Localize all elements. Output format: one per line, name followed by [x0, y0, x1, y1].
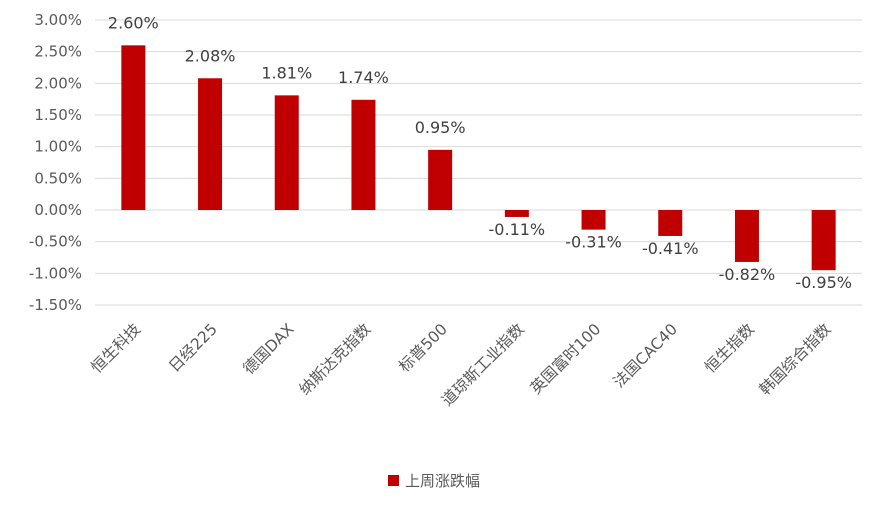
bar: [734, 210, 759, 262]
y-tick-label: 2.50%: [34, 43, 82, 61]
data-label: 0.95%: [415, 118, 466, 137]
x-category-label: 道琼斯工业指数: [438, 320, 528, 410]
y-tick-label: 0.00%: [34, 201, 82, 219]
data-label: -0.31%: [565, 233, 622, 252]
data-label: 1.74%: [338, 68, 389, 87]
data-label: 1.81%: [261, 63, 312, 82]
y-tick-label: -0.50%: [29, 233, 82, 251]
legend-label: 上周涨跌幅: [405, 472, 480, 490]
gridlines: [95, 19, 862, 306]
bar: [811, 210, 836, 271]
x-category-label: 纳斯达克指数: [296, 320, 375, 399]
y-tick-label: -1.00%: [29, 264, 82, 282]
x-category-label: 德国DAX: [240, 320, 298, 378]
data-label: -0.95%: [795, 273, 852, 292]
x-category-label: 恒生科技: [88, 320, 145, 377]
bar: [428, 149, 453, 210]
bar: [121, 45, 146, 211]
bar: [658, 210, 683, 236]
data-label: 2.08%: [185, 46, 236, 65]
bar: [274, 95, 299, 210]
y-tick-label: 3.00%: [34, 11, 82, 29]
data-label: 2.60%: [108, 13, 159, 32]
data-labels: 2.60% 2.08% 1.81% 1.74% 0.95% -0.11% -0.31% -0.…: [108, 13, 852, 292]
y-tick-label: 0.50%: [34, 169, 82, 187]
y-tick-label: -1.50%: [29, 296, 82, 314]
legend: 上周涨跌幅: [388, 472, 480, 490]
x-category-label: 英国富时100: [527, 320, 604, 397]
x-category-label: 恒生指数: [701, 320, 758, 377]
bar: [504, 210, 529, 217]
bar: [351, 99, 376, 210]
data-label: -0.41%: [642, 239, 699, 258]
data-label: -0.11%: [489, 220, 546, 239]
y-axis-tick-labels: 3.00% 2.50% 2.00% 1.50% 1.00% 0.50% 0.00% -0.50…: [29, 11, 82, 314]
bars: [121, 45, 836, 271]
x-category-label: 法国CAC40: [610, 320, 681, 391]
x-category-label: 韩国综合指数: [756, 320, 835, 399]
y-tick-label: 1.00%: [34, 138, 82, 156]
legend-swatch: [388, 475, 399, 486]
x-category-label: 标普500: [395, 320, 451, 376]
bar: [581, 210, 606, 230]
data-label: -0.82%: [719, 265, 776, 284]
x-category-label: 日经225: [165, 320, 221, 376]
y-tick-label: 2.00%: [34, 74, 82, 92]
bar: [198, 78, 223, 211]
y-tick-label: 1.50%: [34, 106, 82, 124]
